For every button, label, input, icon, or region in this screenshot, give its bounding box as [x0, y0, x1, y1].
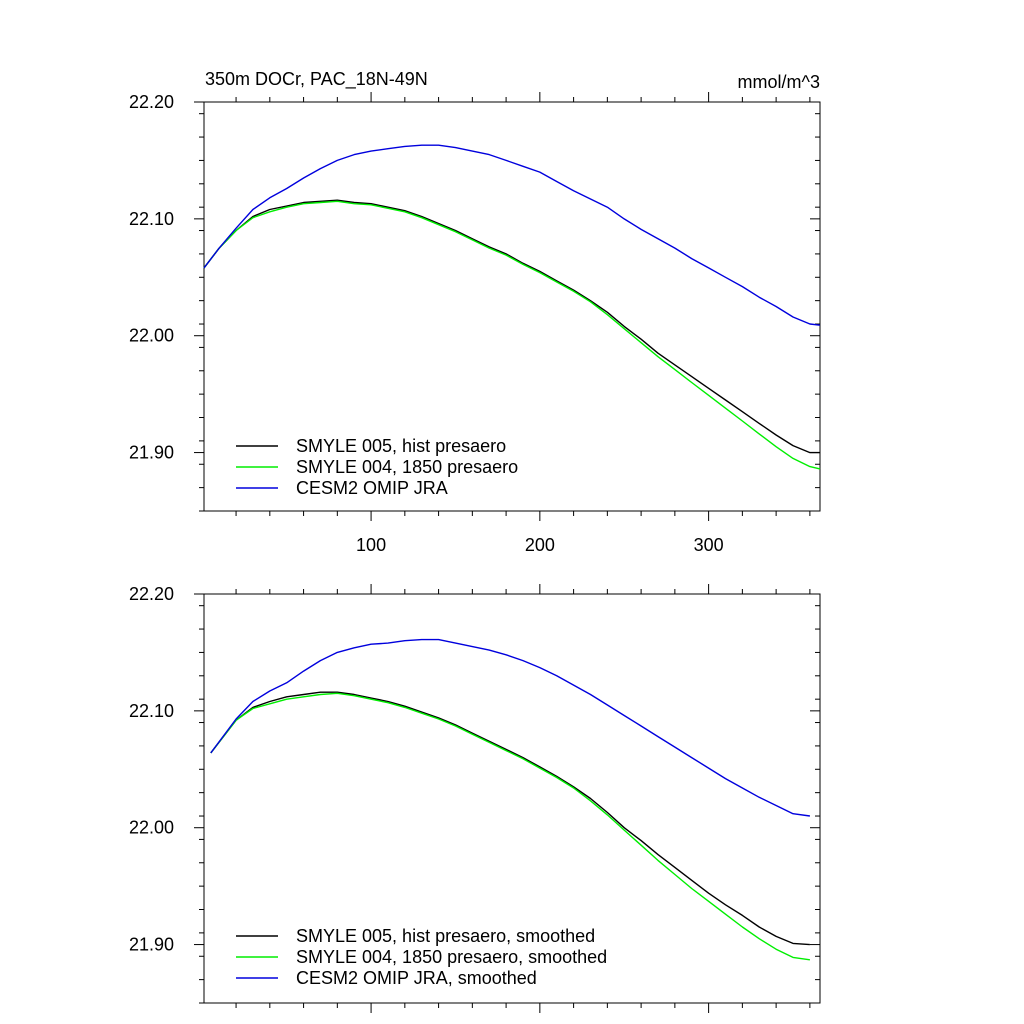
bottom-series-line	[210, 638, 810, 817]
top-plot-frame	[203, 101, 821, 512]
top-panel: 350m DOCr, PAC_18N-49N mmol/m^3 100 200 30…	[129, 69, 821, 555]
bottom-y-tick-label: 22.00	[129, 818, 174, 838]
top-series-lines	[203, 144, 821, 470]
bottom-y-tick-label: 22.10	[129, 701, 174, 721]
bottom-plot-frame	[203, 593, 821, 1004]
top-y-tick-label: 22.20	[129, 92, 174, 112]
top-x-tick-label: 200	[525, 535, 555, 555]
bottom-ticks	[194, 584, 820, 1013]
bottom-series-line	[210, 692, 810, 961]
bottom-tick-labels: 21.90 22.00 22.10 22.20	[129, 584, 174, 955]
bottom-y-tick-label: 21.90	[129, 935, 174, 955]
top-x-tick-label: 100	[356, 535, 386, 555]
top-series-line	[203, 200, 821, 470]
top-legend-label: SMYLE 004, 1850 presaero	[296, 457, 518, 477]
top-tick-labels: 100 200 300 21.90 22.00 22.10 22.20	[129, 92, 724, 555]
bottom-y-tick-label: 22.20	[129, 584, 174, 604]
bottom-series-line	[210, 691, 810, 946]
top-legend-label: CESM2 OMIP JRA	[296, 478, 448, 498]
top-legend-label: SMYLE 005, hist presaero	[296, 436, 506, 456]
top-series-line	[203, 199, 820, 454]
top-y-tick-label: 21.90	[129, 443, 174, 463]
bottom-legend-label: SMYLE 004, 1850 presaero, smoothed	[296, 947, 607, 967]
top-x-tick-label: 300	[694, 535, 724, 555]
bottom-series-lines	[210, 638, 810, 961]
units-label: mmol/m^3	[738, 72, 820, 92]
top-series-line	[203, 144, 821, 326]
bottom-legend-label: SMYLE 005, hist presaero, smoothed	[296, 926, 595, 946]
bottom-panel: 21.90 22.00 22.10 22.20 SMYLE 005, hist pre…	[129, 584, 821, 1013]
bottom-legend-label: CESM2 OMIP JRA, smoothed	[296, 968, 537, 988]
top-y-tick-label: 22.10	[129, 209, 174, 229]
top-y-tick-label: 22.00	[129, 326, 174, 346]
panel-title: 350m DOCr, PAC_18N-49N	[205, 69, 428, 90]
bottom-legend: SMYLE 005, hist presaero, smoothedSMYLE …	[236, 926, 607, 988]
